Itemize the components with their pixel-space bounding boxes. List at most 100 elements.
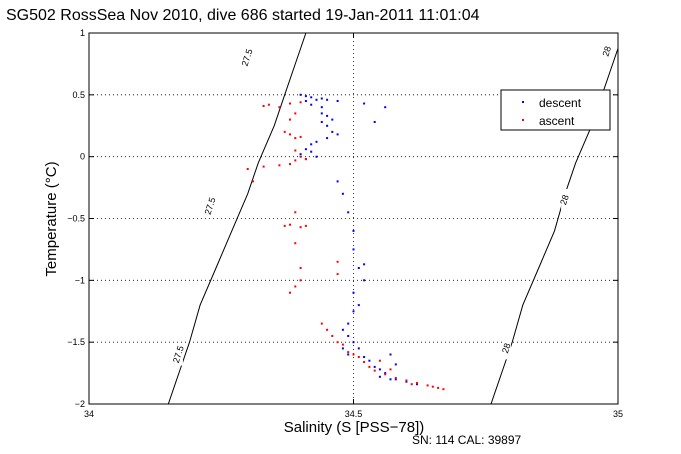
ascent-point	[368, 365, 371, 368]
ascent-point	[283, 130, 286, 133]
ascent-point	[394, 377, 397, 379]
y-axis-label: Temperature (°C)	[43, 161, 60, 276]
descent-point	[331, 130, 334, 133]
descent-point	[405, 380, 408, 383]
y-tick-label: 1	[80, 28, 85, 38]
descent-point	[326, 98, 329, 101]
ascent-point	[246, 168, 249, 170]
contour-label-gap	[561, 188, 570, 211]
contour-label-gap	[603, 40, 612, 63]
ascent-point	[299, 267, 302, 269]
ascent-point	[299, 279, 302, 282]
descent-point	[331, 118, 334, 121]
ascent-point	[336, 341, 339, 344]
descent-point	[389, 353, 392, 356]
ascent-point	[341, 343, 344, 346]
descent-point	[336, 133, 339, 136]
descent-point	[315, 155, 318, 158]
descent-point	[315, 98, 318, 101]
descent-point	[347, 322, 350, 325]
ascent-point	[289, 102, 291, 105]
x-tick-label: 34	[84, 409, 94, 419]
ascent-point	[437, 386, 440, 389]
y-tick-label: −0.5	[67, 214, 85, 224]
ascent-point	[331, 335, 334, 337]
ascent-point	[262, 105, 265, 107]
ascent-point	[363, 361, 366, 363]
descent-point	[310, 103, 313, 106]
legend-marker-ascent	[522, 119, 524, 121]
descent-point	[363, 356, 366, 358]
descent-point	[320, 121, 323, 123]
descent-point	[310, 143, 313, 146]
y-tick-label: −2	[75, 399, 85, 409]
ascent-point	[289, 118, 291, 121]
ascent-point	[289, 163, 291, 166]
ascent-point	[347, 351, 350, 354]
ascent-point	[384, 373, 387, 376]
descent-point	[347, 353, 350, 356]
ascent-point	[304, 158, 307, 161]
ascent-point	[299, 135, 302, 138]
legend: descent ascent	[500, 89, 611, 131]
contour-label-gap	[243, 46, 252, 69]
descent-point	[326, 114, 329, 117]
descent-point	[341, 347, 344, 350]
ascent-point	[278, 106, 281, 109]
descent-point	[389, 378, 392, 381]
ascent-point	[378, 359, 381, 362]
ascent-point	[252, 180, 254, 183]
descent-point	[315, 140, 318, 143]
y-tick-label: 0.5	[72, 90, 85, 100]
ascent-point	[267, 103, 270, 106]
x-tick-label: 34.5	[345, 409, 363, 419]
descent-point	[326, 137, 329, 140]
ascent-point	[299, 101, 302, 104]
descent-point	[368, 359, 371, 362]
descent-point	[347, 335, 350, 337]
ascent-point	[289, 133, 291, 136]
descent-point	[310, 96, 313, 99]
descent-point	[384, 106, 387, 109]
ascent-point	[294, 149, 297, 152]
ascent-point	[294, 242, 297, 245]
legend-marker-descent	[522, 101, 524, 103]
ascent-point	[294, 137, 297, 140]
ascent-point	[410, 383, 413, 386]
y-tick-label: 0	[80, 152, 85, 162]
descent-point	[299, 93, 302, 96]
data-points	[246, 93, 445, 391]
legend-label-ascent: ascent	[539, 114, 575, 128]
ascent-point	[416, 382, 418, 384]
descent-point	[394, 378, 397, 381]
gridlines	[89, 33, 618, 404]
descent-point	[352, 310, 355, 313]
ascent-point	[262, 165, 265, 168]
ascent-point	[304, 224, 307, 227]
descent-point	[320, 106, 323, 109]
ascent-point	[357, 356, 360, 358]
descent-point	[357, 304, 360, 307]
descent-point	[373, 365, 376, 368]
y-tick-label: −1.5	[67, 337, 85, 347]
footer-serial-cal: SN: 114 CAL: 39897	[412, 433, 522, 447]
contour-label-gap	[502, 337, 511, 360]
descent-point	[378, 375, 381, 378]
ascent-point	[442, 388, 445, 391]
ascent-point	[336, 273, 339, 276]
descent-point	[352, 229, 355, 232]
descent-point	[363, 263, 366, 266]
descent-point	[341, 328, 344, 331]
legend-label-descent: descent	[539, 96, 582, 110]
descent-point	[299, 153, 302, 156]
ascent-point	[389, 368, 392, 371]
axes: 34 34.5 35 −2 −1.5 −1 −0.5 0 0.5 1	[67, 28, 623, 419]
descent-point	[352, 291, 355, 294]
contour-label: 28	[500, 342, 513, 355]
descent-point	[304, 100, 307, 102]
ascent-point	[294, 211, 297, 214]
descent-point	[341, 192, 344, 195]
descent-point	[363, 102, 366, 105]
descent-point	[336, 100, 339, 102]
